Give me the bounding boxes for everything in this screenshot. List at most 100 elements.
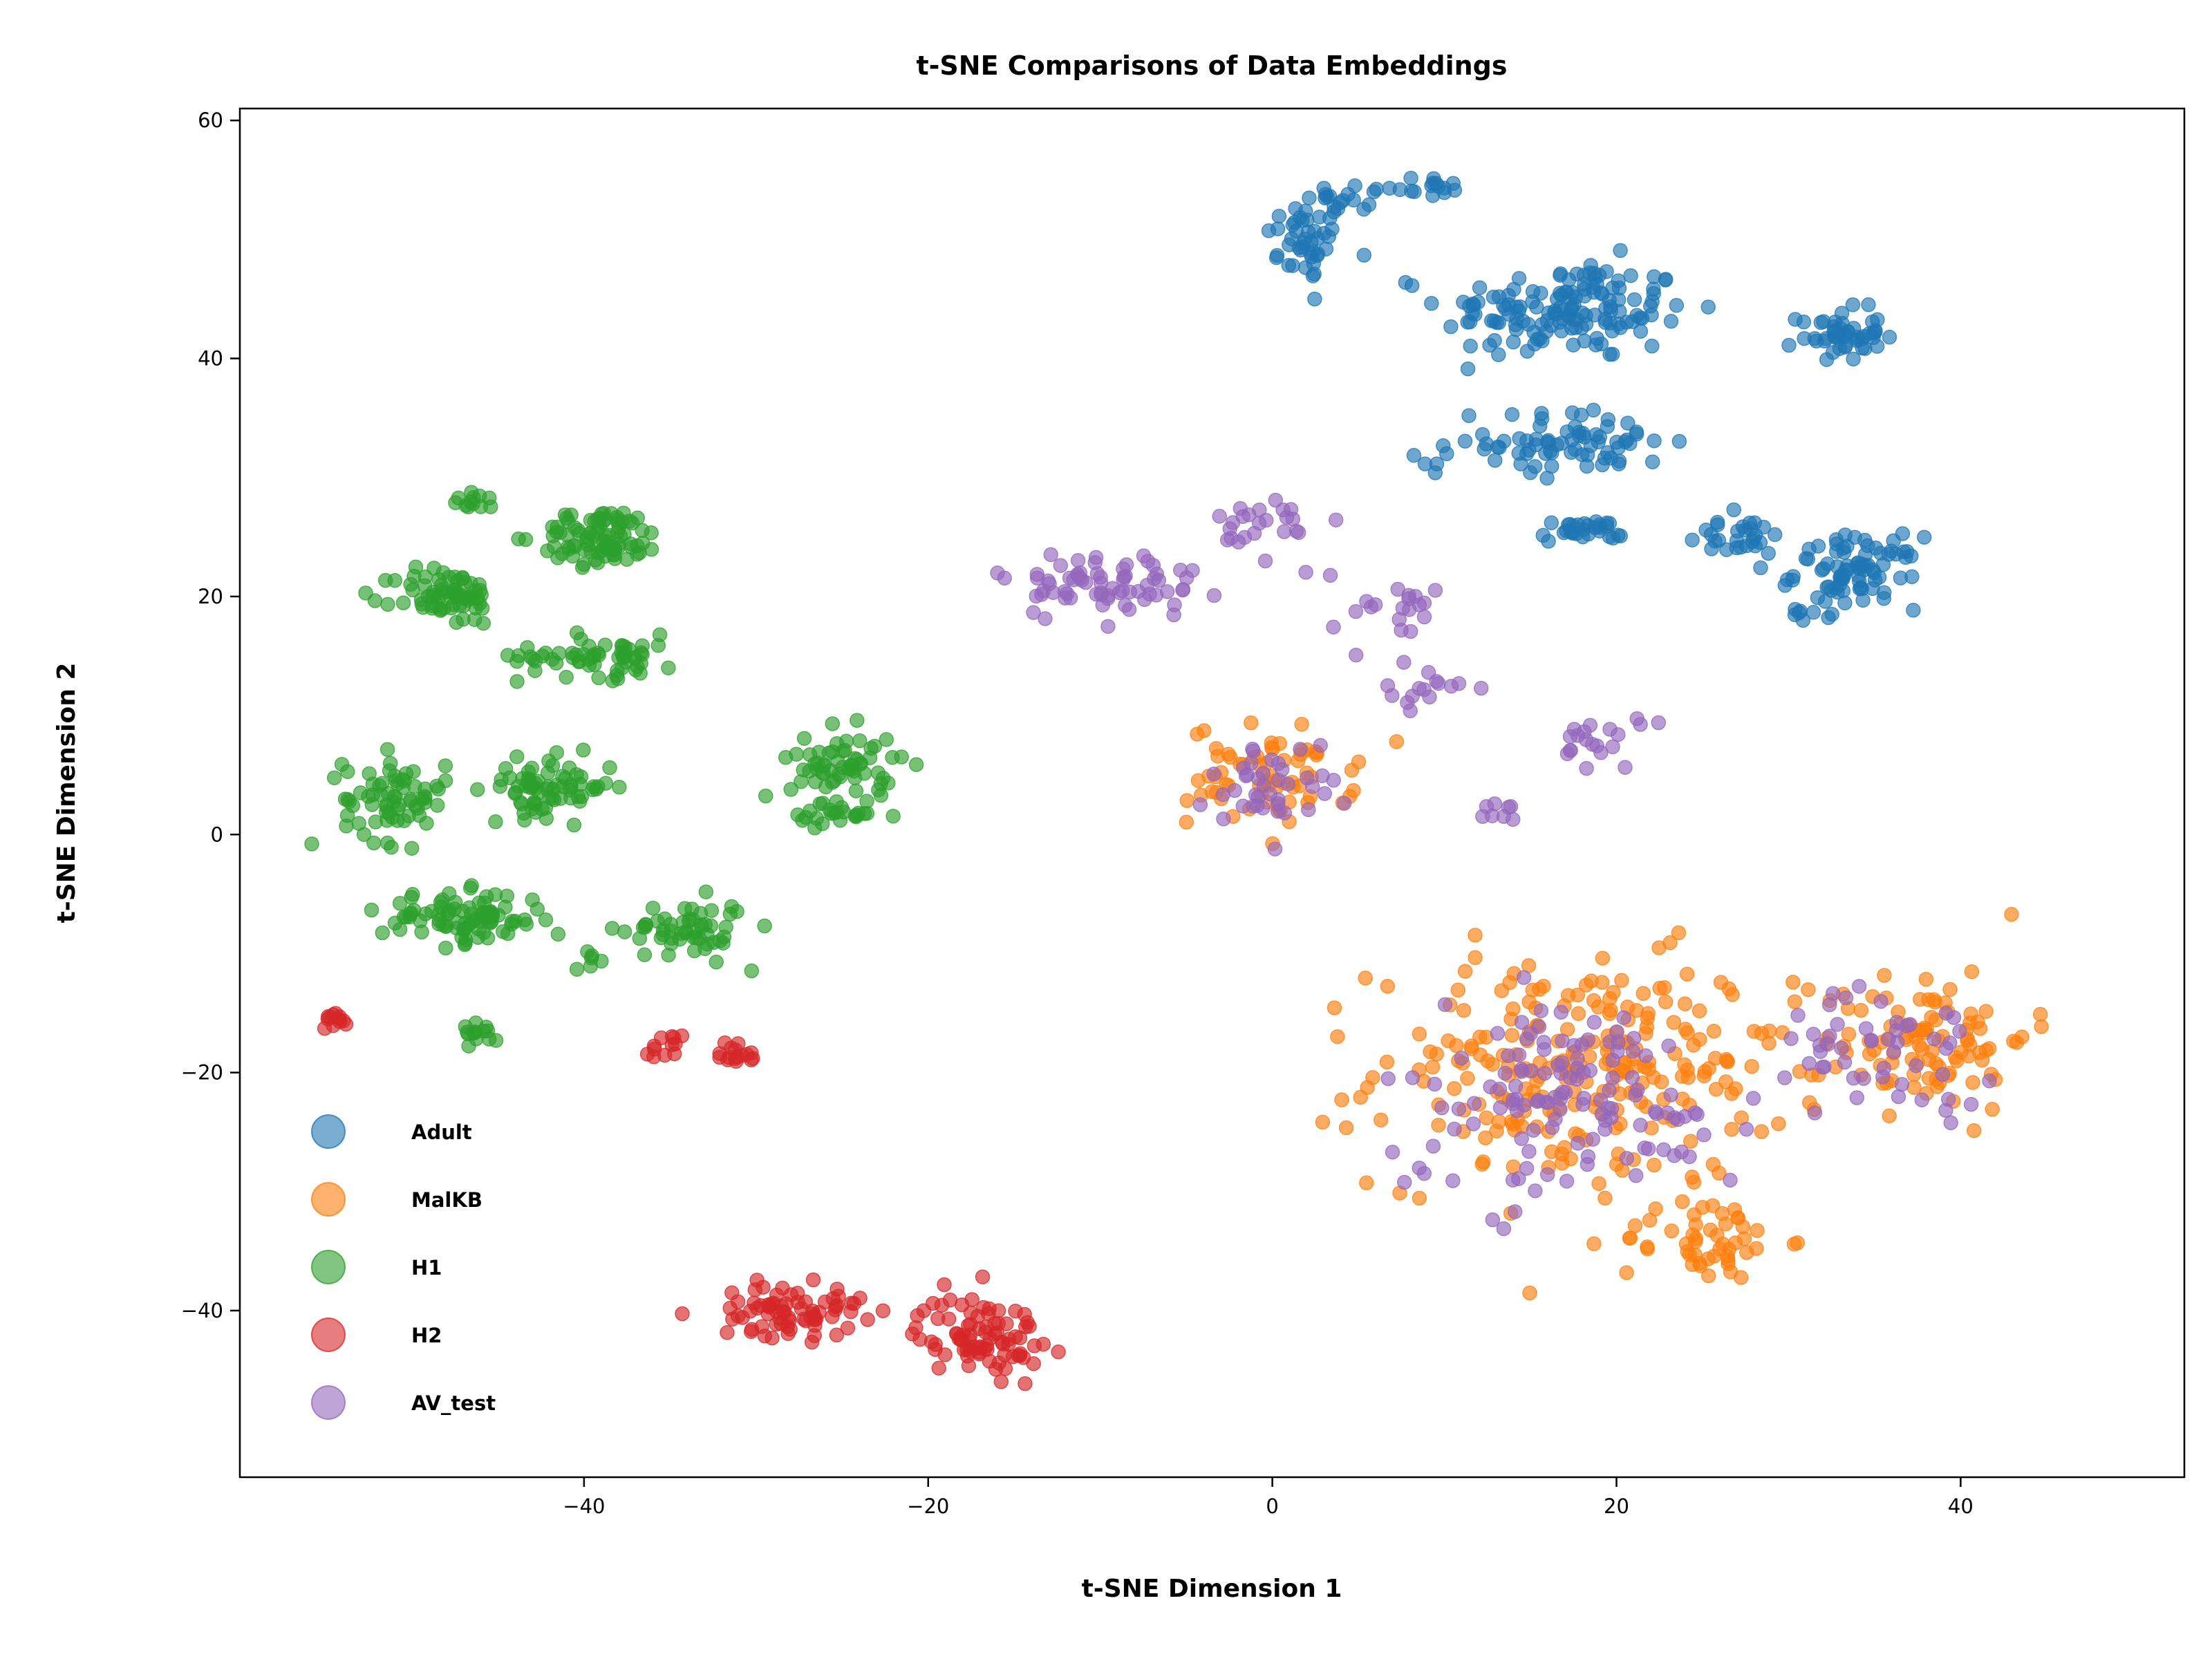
data-point [1611, 453, 1627, 469]
data-point [948, 1326, 964, 1341]
data-point [1594, 1106, 1609, 1122]
data-point [1380, 979, 1396, 994]
data-point [1531, 1019, 1547, 1035]
data-point [1514, 1015, 1530, 1030]
data-point [406, 764, 421, 779]
data-point [1424, 296, 1439, 311]
data-point [1439, 446, 1454, 462]
x-axis-ticks: −40 −20 0 20 40 [563, 1477, 1974, 1518]
data-point [353, 785, 368, 800]
data-point [1519, 344, 1535, 359]
data-point [916, 1303, 932, 1318]
data-point [1496, 809, 1512, 824]
data-point [1434, 1100, 1450, 1116]
data-point [561, 760, 577, 776]
legend-label: H2 [411, 1324, 442, 1347]
data-point [441, 905, 456, 921]
data-point [1443, 319, 1459, 335]
data-point [1258, 512, 1274, 528]
data-point [675, 1306, 690, 1322]
data-point [1679, 966, 1695, 982]
data-point [1790, 1008, 1806, 1023]
data-point [1810, 538, 1826, 554]
data-point [583, 512, 599, 528]
data-point [633, 645, 649, 660]
data-point [1441, 1033, 1456, 1049]
data-point [488, 814, 503, 830]
data-point [1683, 1134, 1698, 1149]
data-point [1680, 1069, 1696, 1085]
data-point [1906, 603, 1921, 618]
data-point [566, 817, 582, 833]
data-point [1633, 717, 1648, 732]
data-point [1427, 465, 1443, 480]
data-point [885, 750, 900, 765]
data-point [617, 924, 632, 939]
data-point [2032, 1006, 2048, 1022]
data-point [1602, 1082, 1617, 1098]
y-tick-label: −20 [181, 1061, 223, 1085]
data-point [550, 926, 566, 942]
data-point [1982, 1073, 1997, 1089]
data-point [1300, 770, 1315, 786]
data-point [1821, 579, 1837, 594]
data-point [1460, 1071, 1475, 1086]
data-point [1754, 1026, 1770, 1041]
data-point [1706, 1024, 1722, 1039]
data-point [591, 670, 606, 686]
data-point [1417, 456, 1433, 471]
data-point [1457, 964, 1473, 979]
data-point [1026, 605, 1041, 620]
data-point [1833, 321, 1848, 336]
data-point [538, 645, 554, 661]
data-point [1696, 1127, 1712, 1143]
data-point [1861, 297, 1876, 312]
data-point [975, 1269, 991, 1284]
data-point [1622, 1230, 1638, 1246]
data-point [1972, 1021, 1988, 1036]
data-point [431, 572, 447, 588]
data-point [1705, 1156, 1721, 1172]
data-point [1704, 541, 1719, 556]
data-point [988, 1362, 1004, 1377]
data-point [796, 731, 812, 746]
data-point [1151, 572, 1167, 588]
data-point [1806, 1027, 1821, 1042]
data-point [1850, 559, 1866, 575]
data-point [1579, 458, 1595, 474]
data-point [1791, 605, 1807, 621]
data-point [1830, 1017, 1845, 1032]
data-point [814, 816, 830, 832]
data-point [483, 499, 498, 514]
legend-label: H1 [411, 1256, 442, 1280]
data-point [1943, 1115, 1958, 1131]
data-point [1382, 180, 1397, 196]
data-point [407, 778, 422, 794]
data-point [1642, 299, 1658, 314]
x-tick-label: 20 [1604, 1494, 1629, 1518]
data-point [408, 559, 424, 574]
data-point [1569, 266, 1584, 282]
data-point [1537, 1065, 1553, 1081]
data-point [754, 1319, 769, 1334]
data-point [1264, 752, 1280, 767]
data-point [1316, 180, 1331, 196]
data-point [1965, 1075, 1980, 1090]
data-point [1942, 982, 1958, 997]
data-point [645, 900, 661, 916]
legend-marker [311, 1385, 346, 1420]
data-point [1877, 968, 1892, 983]
data-point [709, 954, 724, 970]
data-point [476, 1024, 491, 1039]
data-point [1447, 1080, 1462, 1096]
data-point [1519, 1031, 1535, 1047]
data-point [1846, 351, 1861, 367]
data-point [431, 781, 446, 797]
data-point [1018, 1376, 1033, 1391]
data-point [1620, 415, 1635, 431]
data-point [1641, 1061, 1657, 1077]
data-point [594, 953, 609, 969]
data-point [1553, 268, 1568, 283]
data-point [1708, 1082, 1724, 1097]
data-point [1282, 237, 1297, 252]
